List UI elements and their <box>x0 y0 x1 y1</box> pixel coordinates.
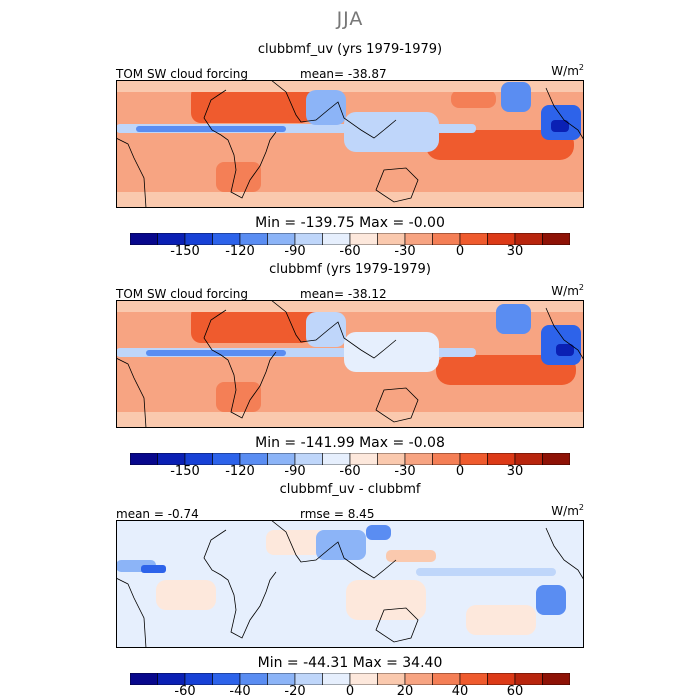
panel2-region-south-africa <box>216 382 261 412</box>
panel2-region-south-band <box>116 412 584 428</box>
panel3-title: clubbmf_uv - clubbmf <box>279 482 421 497</box>
panel1-region-deep-convection <box>551 120 569 132</box>
panel1-units-label: W/m2 <box>551 63 584 78</box>
panel2-region-sahara <box>191 305 311 343</box>
panel1-region-warm-pool <box>344 112 439 152</box>
panel3-colorbar-tick-label: -60 <box>174 684 196 699</box>
panel3-mean-label: mean = -0.74 <box>116 507 199 521</box>
panel1-map-frame <box>116 80 584 208</box>
panel3-colorbar-svg <box>129 672 571 686</box>
panel2-colorbar-tick-label: 30 <box>506 464 524 479</box>
panel2-region-se-pacific <box>436 355 576 385</box>
panel2-mean-label: mean= -38.12 <box>300 287 387 301</box>
panel1-region-india-monsoon <box>306 90 346 125</box>
panel1-region-nw-pacific <box>451 90 496 108</box>
panel3-map-frame <box>116 520 584 648</box>
panel3-colorbar-tick-label: 60 <box>506 684 524 699</box>
panel1-colorbar-tick-label: -150 <box>170 244 200 259</box>
panel3-colorbar-tick-label: 20 <box>396 684 414 699</box>
panel3-colorbar-tick-label: -20 <box>284 684 306 699</box>
panel2-region-itcz-core <box>146 350 286 356</box>
panel1-colorbar-tick-label: -60 <box>339 244 361 259</box>
panel3-minmax: Min = -44.31 Max = 34.40 <box>257 655 443 671</box>
panel1-colorbar-ticks: -150 -120 -90 -60 -30 0 30 <box>130 244 570 260</box>
panel2-minmax: Min = -141.99 Max = -0.08 <box>255 435 445 451</box>
panel1-region-se-pacific <box>426 130 574 160</box>
panel3-region-south-china-sea-neg <box>366 525 391 540</box>
panel3-region-west-atlantic-core <box>141 565 166 573</box>
panel3-colorbar-tick-label: 40 <box>451 684 469 699</box>
panel2-region-deep-convection <box>556 344 574 356</box>
panel3-colorbar-tick-label: 0 <box>345 684 355 699</box>
panel1-region-east-pacific <box>501 82 531 112</box>
panel3-region-indian-ocean-pos <box>346 580 426 620</box>
panel2-colorbar-tick-label: -60 <box>339 464 361 479</box>
panel3-region-south-pacific-pos <box>466 605 536 635</box>
panel3-coastlines <box>116 520 584 648</box>
panel1-coastlines <box>116 80 584 208</box>
panel2-units-label: W/m2 <box>551 283 584 298</box>
panel1-colorbar-tick-label: -90 <box>284 244 306 259</box>
panel3-colorbar-tick-label: -40 <box>229 684 251 699</box>
panel3-region-atlantic-pos <box>156 580 216 610</box>
panel2-colorbar-svg <box>129 452 571 466</box>
panel1-minmax: Min = -139.75 Max = -0.00 <box>255 215 445 231</box>
panel2-map <box>116 300 584 428</box>
panel3-region-bay-of-bengal-neg <box>316 530 366 560</box>
panel3-region-pacific-itcz-neg <box>416 568 556 576</box>
panel1-colorbar <box>129 230 571 246</box>
panel1-title: clubbmf_uv (yrs 1979-1979) <box>257 42 443 57</box>
panel3-colorbar-ticks: -60 -40 -20 0 20 40 60 <box>130 684 570 700</box>
panel1-map <box>116 80 584 208</box>
panel2-region-warm-pool <box>344 332 439 372</box>
panel3-region-east-pacific-neg <box>536 585 566 615</box>
panel2-colorbar-tick-label: -150 <box>170 464 200 479</box>
panel1-variable-label: TOM SW cloud forcing <box>116 67 248 81</box>
panel2-region-india-monsoon <box>306 312 346 347</box>
panel2-region-north-band <box>116 300 584 312</box>
panel2-colorbar-tick-label: -30 <box>394 464 416 479</box>
panel1-region-south-africa <box>216 162 261 192</box>
panel1-colorbar-tick-label: 0 <box>455 244 465 259</box>
panel2-colorbar-tick-label: -90 <box>284 464 306 479</box>
panel3-map <box>116 520 584 648</box>
panel1-colorbar-tick-label: -120 <box>225 244 255 259</box>
panel2-title: clubbmf (yrs 1979-1979) <box>269 262 431 277</box>
panel3-units-label: W/m2 <box>551 503 584 518</box>
panel2-colorbar <box>129 450 571 466</box>
season-title: JJA <box>336 8 364 30</box>
panel2-variable-label: TOM SW cloud forcing <box>116 287 248 301</box>
panel2-colorbar-tick-label: -120 <box>225 464 255 479</box>
panel3-colorbar <box>129 670 571 686</box>
panel1-region-south-band <box>116 192 584 208</box>
panel1-mean-label: mean= -38.87 <box>300 67 387 81</box>
panel2-region-east-pacific <box>496 304 531 334</box>
panel1-colorbar-tick-label: -30 <box>394 244 416 259</box>
panel2-coastlines <box>116 300 584 428</box>
panel1-region-north-band <box>116 80 584 92</box>
panel2-map-frame <box>116 300 584 428</box>
panel2-colorbar-tick-label: 0 <box>455 464 465 479</box>
panel3-region-warm-pool-pos <box>386 550 436 562</box>
panel1-colorbar-tick-label: 30 <box>506 244 524 259</box>
panel3-region-middle-east-pos <box>266 530 326 555</box>
panel3-rmse-label: rmse = 8.45 <box>300 507 375 521</box>
panel2-colorbar-ticks: -150 -120 -90 -60 -30 0 30 <box>130 464 570 480</box>
panel1-region-sahara <box>191 85 311 123</box>
